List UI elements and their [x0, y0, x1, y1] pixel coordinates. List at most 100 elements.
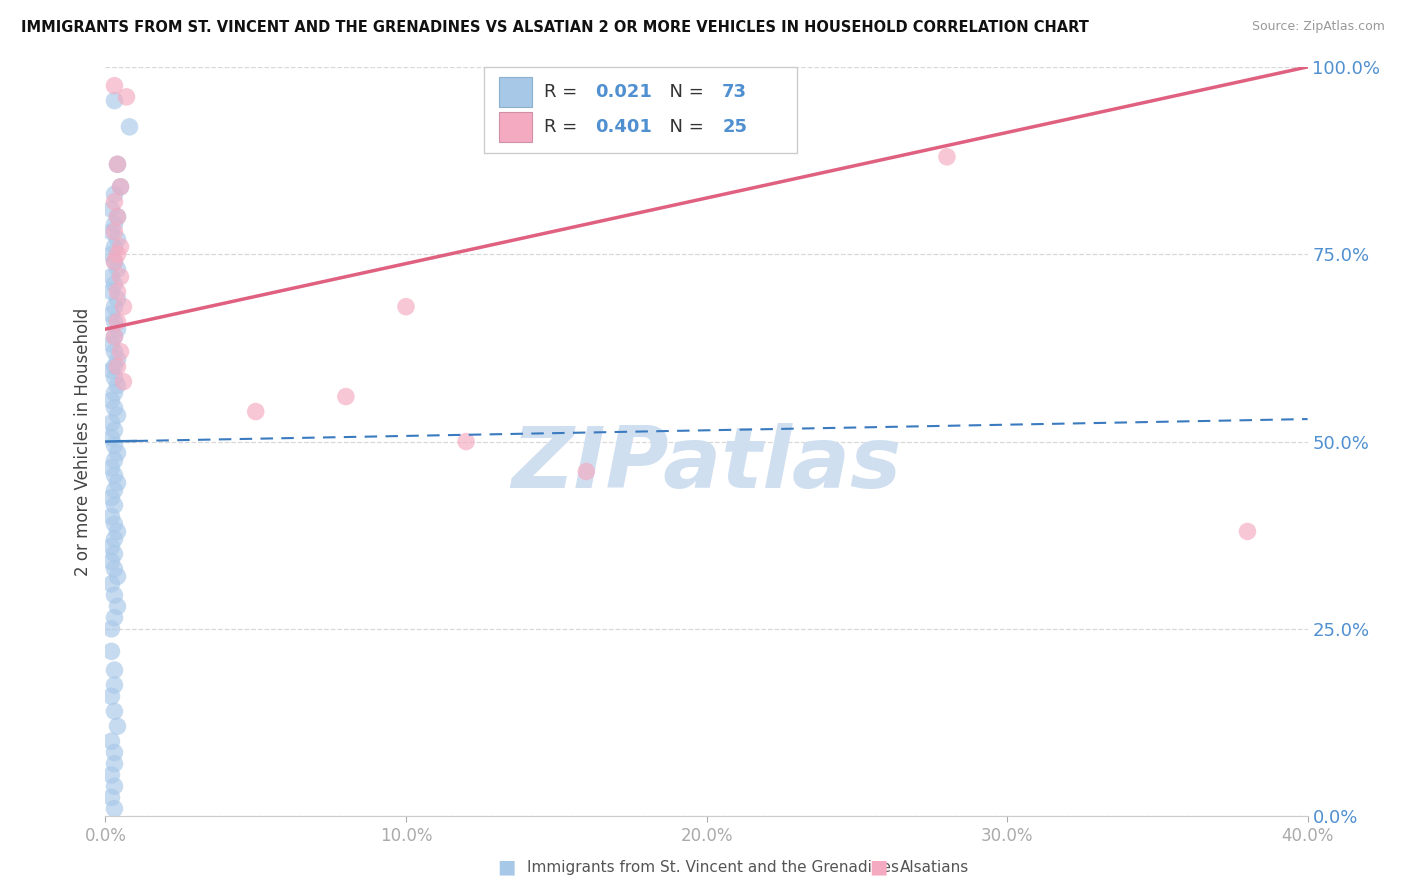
- Point: [100, 509, 122, 524]
- Point: [107, 262, 129, 277]
- Text: IMMIGRANTS FROM ST. VINCENT AND THE GRENADINES VS ALSATIAN 2 OR MORE VEHICLES IN: IMMIGRANTS FROM ST. VINCENT AND THE GREN…: [21, 20, 1090, 35]
- Text: 25: 25: [723, 118, 747, 136]
- Point: [118, 120, 141, 134]
- Point: [100, 790, 122, 805]
- Point: [107, 378, 129, 392]
- FancyBboxPatch shape: [484, 67, 797, 153]
- Point: [103, 277, 125, 292]
- Point: [103, 468, 125, 483]
- Point: [100, 768, 122, 782]
- Point: [103, 802, 125, 816]
- Point: [103, 329, 125, 343]
- Text: ZIPatlas: ZIPatlas: [512, 423, 901, 506]
- Point: [103, 483, 125, 498]
- Point: [107, 719, 129, 733]
- Text: Alsatians: Alsatians: [900, 860, 969, 874]
- Point: [107, 475, 129, 490]
- Point: [100, 337, 122, 351]
- Point: [103, 217, 125, 231]
- Point: [103, 663, 125, 677]
- Text: ■: ■: [869, 857, 889, 877]
- Point: [100, 491, 122, 505]
- Point: [335, 390, 357, 404]
- Text: R =: R =: [544, 83, 583, 101]
- Point: [103, 678, 125, 692]
- Point: [100, 416, 122, 430]
- Point: [107, 446, 129, 460]
- Point: [107, 157, 129, 171]
- Point: [115, 90, 138, 104]
- Point: [103, 516, 125, 531]
- Point: [103, 547, 125, 561]
- Point: [100, 225, 122, 239]
- Point: [110, 269, 132, 284]
- FancyBboxPatch shape: [499, 77, 533, 107]
- Point: [110, 179, 132, 194]
- Point: [100, 734, 122, 748]
- Point: [107, 315, 129, 329]
- Point: [107, 352, 129, 367]
- Point: [103, 401, 125, 415]
- Point: [103, 371, 125, 385]
- Text: N =: N =: [658, 118, 710, 136]
- Point: [100, 393, 122, 408]
- Point: [103, 704, 125, 718]
- Point: [100, 307, 122, 321]
- Point: [100, 577, 122, 591]
- Point: [100, 690, 122, 704]
- Text: Immigrants from St. Vincent and the Grenadines: Immigrants from St. Vincent and the Gren…: [527, 860, 900, 874]
- Point: [107, 292, 129, 306]
- Point: [100, 644, 122, 658]
- Point: [575, 465, 598, 479]
- Point: [103, 746, 125, 760]
- Text: R =: R =: [544, 118, 583, 136]
- Point: [100, 622, 122, 636]
- Point: [103, 94, 125, 108]
- Point: [110, 179, 132, 194]
- Point: [395, 300, 418, 314]
- FancyBboxPatch shape: [499, 112, 533, 142]
- Point: [103, 344, 125, 359]
- Text: N =: N =: [658, 83, 710, 101]
- Point: [107, 157, 129, 171]
- Point: [107, 322, 129, 336]
- Point: [103, 359, 125, 374]
- Point: [107, 359, 129, 374]
- Point: [107, 210, 129, 224]
- Text: Source: ZipAtlas.com: Source: ZipAtlas.com: [1251, 20, 1385, 33]
- Point: [110, 240, 132, 254]
- Point: [107, 210, 129, 224]
- Point: [103, 187, 125, 202]
- Point: [103, 254, 125, 268]
- Point: [103, 453, 125, 467]
- Text: 0.021: 0.021: [595, 83, 651, 101]
- Point: [107, 409, 129, 423]
- Point: [107, 569, 129, 583]
- Point: [103, 498, 125, 512]
- Point: [245, 404, 267, 418]
- Point: [103, 610, 125, 624]
- Point: [936, 150, 959, 164]
- Point: [103, 78, 125, 93]
- Text: 73: 73: [723, 83, 747, 101]
- Point: [103, 240, 125, 254]
- Point: [103, 315, 125, 329]
- Point: [103, 385, 125, 400]
- Point: [103, 756, 125, 771]
- Point: [100, 269, 122, 284]
- Point: [107, 247, 129, 261]
- Point: [103, 225, 125, 239]
- Point: [103, 438, 125, 452]
- Point: [100, 460, 122, 475]
- Point: [112, 300, 135, 314]
- Point: [100, 540, 122, 554]
- Point: [1236, 524, 1258, 539]
- Point: [103, 588, 125, 602]
- Point: [100, 285, 122, 299]
- Point: [107, 599, 129, 614]
- Point: [110, 344, 132, 359]
- Point: [107, 285, 129, 299]
- Point: [103, 779, 125, 793]
- Text: ■: ■: [496, 857, 516, 877]
- Point: [103, 300, 125, 314]
